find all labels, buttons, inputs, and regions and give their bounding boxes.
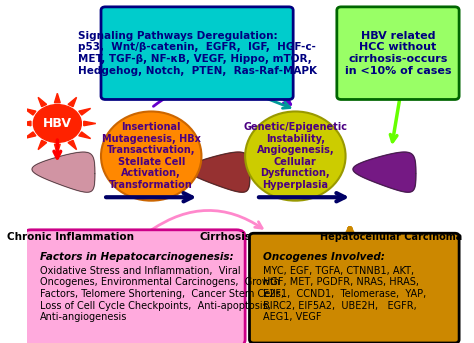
Polygon shape [55, 144, 60, 154]
Ellipse shape [101, 111, 201, 201]
Text: HBV related
HCC without
cirrhosis-occurs
in <10% of cases: HBV related HCC without cirrhosis-occurs… [345, 31, 451, 75]
Text: HBV: HBV [43, 117, 72, 130]
Text: Chronic Inflammation: Chronic Inflammation [7, 232, 134, 241]
Text: Signaling Pathways Deregulation:
p53,  Wnt/β-catenin,  EGFR,  IGF,  HGF-c-
MET, : Signaling Pathways Deregulation: p53, Wn… [78, 31, 317, 75]
Polygon shape [38, 140, 46, 150]
Polygon shape [353, 152, 416, 192]
Text: Factors in Hepatocarcinogenesis:: Factors in Hepatocarcinogenesis: [40, 252, 234, 262]
FancyBboxPatch shape [337, 7, 459, 99]
Polygon shape [79, 132, 91, 139]
Text: Hepatocellular Carcinoma: Hepatocellular Carcinoma [320, 232, 463, 241]
Polygon shape [24, 132, 36, 139]
Polygon shape [19, 121, 31, 126]
Text: Cirrhosis: Cirrhosis [200, 232, 252, 241]
Ellipse shape [245, 111, 346, 201]
Polygon shape [84, 121, 96, 126]
Text: Genetic/Epigenetic
Instability,
Angiogenesis,
Cellular
Dysfunction,
Hyperplasia: Genetic/Epigenetic Instability, Angiogen… [243, 122, 347, 190]
FancyBboxPatch shape [22, 230, 245, 343]
Text: MYC, EGF, TGFA, CTNNB1, AKT,
HGF, MET, PGDFR, NRAS, HRAS,
E2F1,  CCND1,  Telomer: MYC, EGF, TGFA, CTNNB1, AKT, HGF, MET, P… [263, 266, 426, 322]
Polygon shape [55, 93, 60, 103]
Polygon shape [187, 152, 250, 192]
FancyBboxPatch shape [249, 233, 459, 343]
Polygon shape [38, 97, 46, 107]
Text: Insertional
Mutagenesis, HBx
Transactivation,
Stellate Cell
Activation,
Transfor: Insertional Mutagenesis, HBx Transactiva… [102, 122, 201, 190]
FancyBboxPatch shape [101, 7, 293, 99]
Text: Oncogenes Involved:: Oncogenes Involved: [263, 252, 384, 262]
Polygon shape [24, 108, 36, 115]
Polygon shape [68, 97, 77, 107]
Polygon shape [79, 108, 91, 115]
Polygon shape [68, 140, 77, 150]
Text: Oxidative Stress and Inflammation,  Viral
Oncogenes, Environmental Carcinogens, : Oxidative Stress and Inflammation, Viral… [40, 266, 284, 322]
Circle shape [33, 105, 82, 142]
Polygon shape [32, 152, 95, 192]
